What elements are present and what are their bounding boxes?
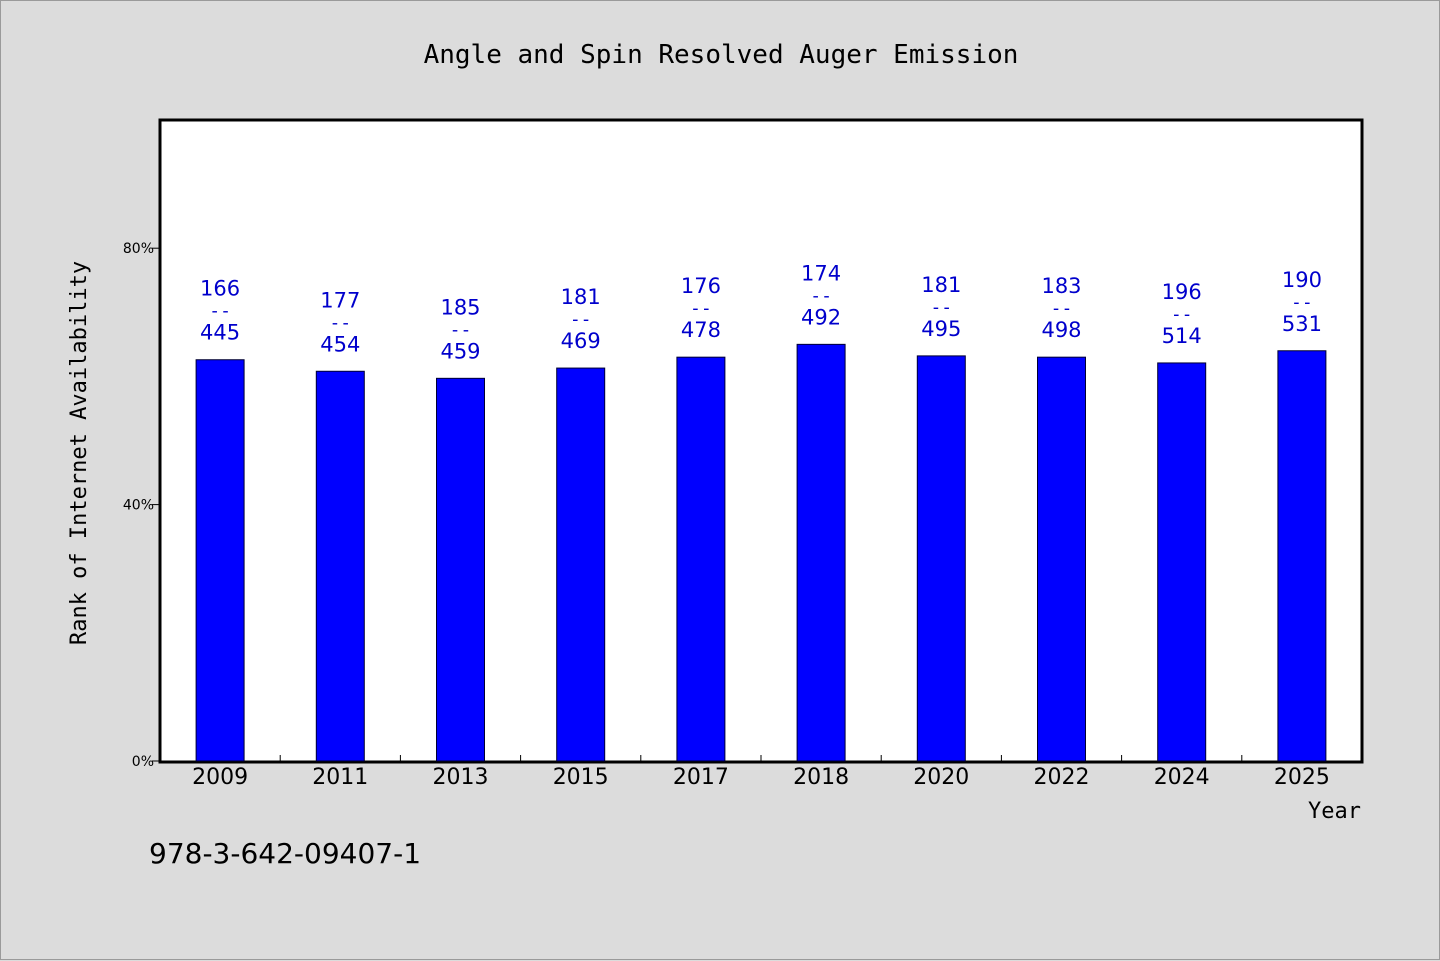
bar-label-bottom-2017: 478 (681, 318, 721, 342)
y-tick-label-80: 80% (123, 241, 154, 257)
bar-label-sep-2011: -- (329, 312, 351, 333)
x-tick-label-2015: 2015 (553, 765, 609, 790)
bar-2015 (556, 367, 606, 762)
x-tick-label-2017: 2017 (673, 765, 729, 790)
bar-2009 (195, 359, 245, 762)
y-tick-label-40: 40% (123, 498, 154, 514)
x-axis-label: Year (1308, 799, 1361, 824)
bar-label-sep-2024: -- (1171, 304, 1193, 325)
bar-label-top-2025: 190 (1282, 268, 1322, 292)
bar-2020 (916, 355, 966, 762)
bar-label-bottom-2020: 495 (921, 317, 961, 341)
bar-label-sep-2025: -- (1291, 292, 1313, 313)
bar-label-bottom-2009: 445 (200, 321, 240, 345)
bar-2025 (1277, 350, 1327, 762)
bar-label-sep-2015: -- (570, 309, 592, 330)
x-tick-label-2009: 2009 (192, 765, 248, 790)
x-tick-label-2011: 2011 (312, 765, 368, 790)
chart-title: Angle and Spin Resolved Auger Emission (424, 40, 1019, 70)
y-tick-label-0: 0% (132, 754, 154, 770)
bar-label-top-2018: 174 (801, 261, 841, 285)
bar-label-sep-2017: -- (690, 298, 712, 319)
bar-label-bottom-2011: 454 (320, 332, 360, 356)
bar-label-bottom-2022: 498 (1041, 318, 1081, 342)
bar-label-top-2015: 181 (561, 285, 601, 309)
bar-label-top-2020: 181 (921, 273, 961, 297)
bar-label-bottom-2018: 492 (801, 305, 841, 329)
bar-label-sep-2009: -- (209, 301, 231, 322)
x-tick-label-2022: 2022 (1034, 765, 1090, 790)
bar-label-sep-2022: -- (1051, 298, 1073, 319)
bar-2013 (436, 377, 485, 762)
bar-label-bottom-2013: 459 (440, 339, 480, 363)
bar-label-top-2013: 185 (440, 295, 480, 319)
y-axis-label: Rank of Internet Availability (67, 261, 92, 645)
bar-label-bottom-2015: 469 (561, 329, 601, 353)
isbn-text: 978-3-642-09407-1 (149, 837, 421, 870)
x-tick-label-2018: 2018 (793, 765, 849, 790)
bar-label-top-2011: 177 (320, 288, 360, 312)
x-tick-label-2020: 2020 (913, 765, 969, 790)
x-tick-label-2025: 2025 (1274, 765, 1330, 790)
bar-2011 (315, 370, 365, 762)
y-axis: 0% 40% 80% (123, 241, 160, 770)
bar-label-bottom-2024: 514 (1162, 324, 1202, 348)
x-tick-label-2013: 2013 (433, 765, 489, 790)
bar-2017 (676, 356, 726, 762)
bar-label-sep-2013: -- (450, 319, 472, 340)
bar-label-top-2017: 176 (681, 274, 721, 298)
bar-labels-group: 166--445177--454185--459181--469176--478… (200, 261, 1322, 363)
bar-label-bottom-2025: 531 (1282, 312, 1322, 336)
bar-label-sep-2020: -- (930, 297, 952, 318)
bar-label-top-2024: 196 (1162, 280, 1202, 304)
bar-label-top-2009: 166 (200, 277, 240, 301)
bar-label-top-2022: 183 (1041, 274, 1081, 298)
bars-group (195, 343, 1327, 762)
x-tick-label-2024: 2024 (1154, 765, 1210, 790)
bar-2022 (1037, 356, 1086, 762)
x-axis: 2009 2011 2013 2015 2017 2018 2020 2022 2024 2025 (192, 755, 1330, 790)
bar-2018 (796, 343, 846, 762)
bar-2024 (1157, 362, 1207, 762)
bar-label-sep-2018: -- (810, 285, 832, 306)
